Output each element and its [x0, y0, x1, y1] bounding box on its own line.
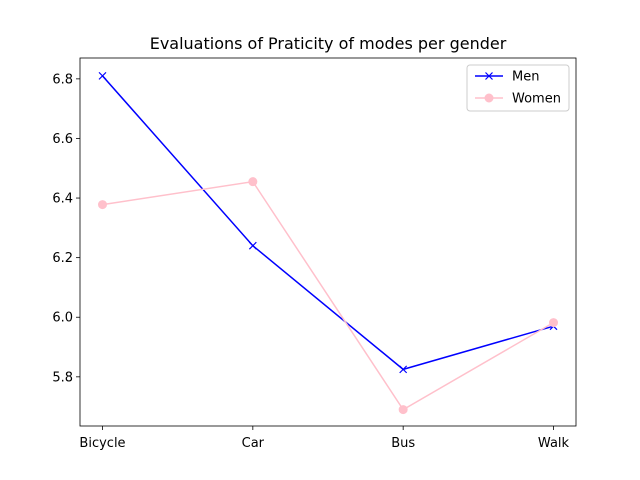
y-tick-label: 6.8	[52, 72, 73, 87]
data-point-women-walk	[549, 318, 558, 328]
legend-label-men: Men	[512, 70, 539, 85]
y-tick-label: 6.6	[52, 132, 73, 147]
plot-area: Bicycle Car Bus Walk 5.8 6.0 6.2 6.4 6.6 6.8	[52, 57, 577, 451]
legend: Men Women	[466, 64, 570, 112]
series-line-women	[102, 180, 554, 411]
data-point-men-bicycle	[98, 71, 107, 80]
legend-marker-men	[485, 72, 493, 80]
x-tick-label: Bus	[391, 436, 415, 451]
legend-marker-women	[484, 93, 494, 103]
chart-title: Evaluations of Praticity of modes per ge…	[150, 34, 507, 53]
y-tick-label: 5.8	[52, 370, 73, 385]
y-tick-label: 6.2	[52, 251, 73, 266]
y-tick-label: 6.0	[52, 311, 73, 326]
y-tick-label: 6.4	[52, 192, 73, 207]
data-point-men-car	[248, 241, 257, 250]
data-point-women-bus	[398, 405, 408, 415]
axes-frame	[79, 57, 577, 427]
data-point-women-bicycle	[98, 200, 107, 210]
x-tick-label: Bicycle	[79, 436, 125, 451]
data-point-men-bus	[399, 365, 408, 374]
x-tick-label: Car	[242, 436, 265, 451]
legend-label-women: Women	[512, 92, 561, 107]
data-point-women-car	[248, 177, 258, 187]
series-line-men	[101, 75, 554, 371]
x-tick-label: Walk	[538, 436, 570, 451]
